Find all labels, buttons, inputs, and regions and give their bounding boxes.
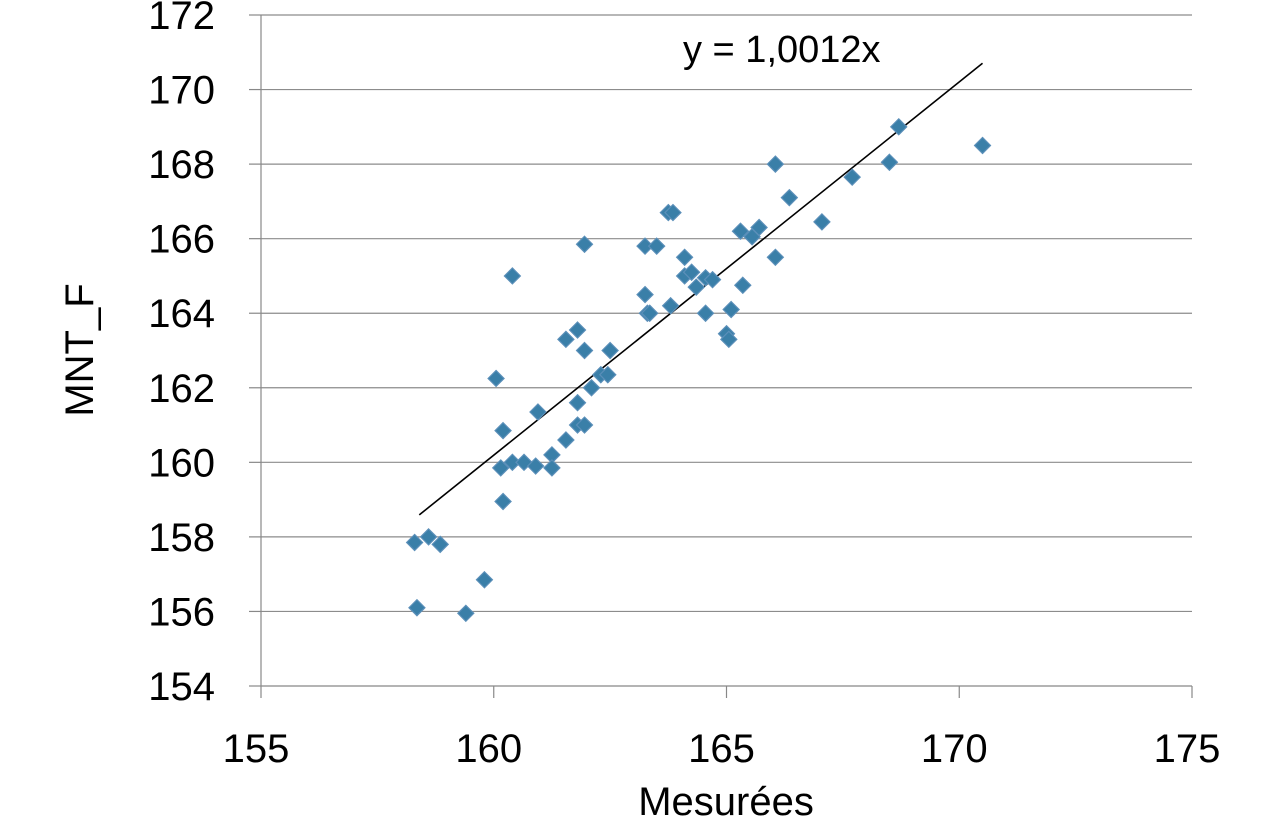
axes [261, 15, 1192, 686]
data-point [488, 370, 504, 386]
data-point [663, 298, 679, 314]
data-point [570, 322, 586, 338]
data-point [677, 249, 693, 265]
data-point [637, 287, 653, 303]
data-point [649, 238, 665, 254]
x-axis-title: Mesurées [638, 780, 814, 819]
trendline-equation: y = 1,0012x [683, 29, 881, 71]
data-point [504, 268, 520, 284]
data-point [975, 137, 991, 153]
y-tick-label: 156 [148, 590, 215, 634]
x-tick-label: 160 [455, 727, 522, 771]
y-axis-title: MNT_F [58, 283, 102, 416]
data-point [602, 343, 618, 359]
data-point [767, 249, 783, 265]
x-tick-label: 155 [223, 727, 290, 771]
data-point [495, 423, 511, 439]
data-point [723, 301, 739, 317]
data-point [881, 154, 897, 170]
y-tick-label: 172 [148, 0, 215, 38]
data-point [558, 432, 574, 448]
data-point [891, 119, 907, 135]
x-tick-label: 170 [921, 727, 988, 771]
data-point [570, 395, 586, 411]
y-tick-label: 160 [148, 441, 215, 485]
data-points [407, 119, 991, 621]
y-axis-ticks: 154 156 158 160 162 164 166 168 170 172 [148, 0, 261, 709]
data-point [409, 600, 425, 616]
data-point [767, 156, 783, 172]
data-point [530, 404, 546, 420]
y-tick-label: 168 [148, 143, 215, 187]
y-tick-label: 170 [148, 69, 215, 113]
data-point [495, 493, 511, 509]
y-tick-label: 166 [148, 218, 215, 262]
y-tick-label: 154 [148, 665, 215, 709]
data-point [781, 190, 797, 206]
data-point [814, 214, 830, 230]
y-tick-label: 164 [148, 292, 215, 336]
data-point [698, 305, 714, 321]
data-point [458, 605, 474, 621]
y-tick-label: 162 [148, 367, 215, 411]
data-point [558, 331, 574, 347]
data-point [476, 572, 492, 588]
data-point [642, 305, 658, 321]
x-tick-label: 175 [1154, 727, 1221, 771]
data-point [577, 343, 593, 359]
x-axis-ticks: 155 160 165 170 175 [223, 686, 1221, 771]
x-tick-label: 165 [688, 727, 755, 771]
y-tick-label: 158 [148, 516, 215, 560]
data-point [735, 277, 751, 293]
